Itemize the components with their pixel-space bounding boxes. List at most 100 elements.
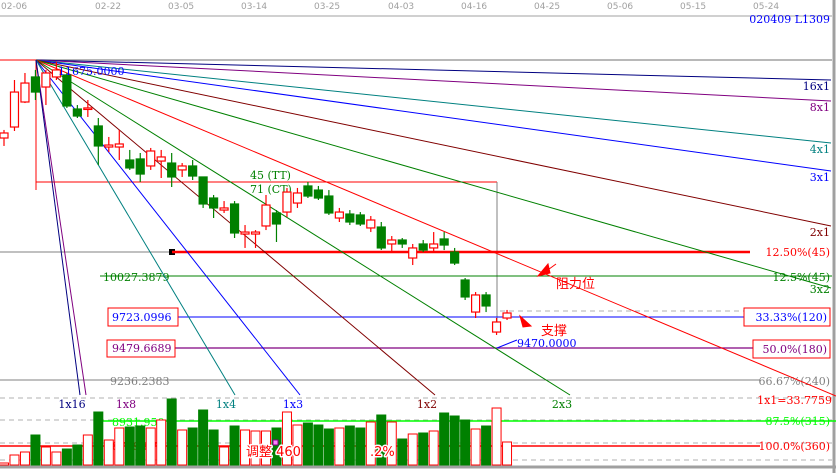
candle-body	[93, 125, 103, 147]
level-percent-label: 12.50%(45)	[765, 246, 830, 259]
fan-label: 1x1=33.7759	[757, 394, 832, 407]
fan-label: 1x8	[116, 398, 136, 411]
fan-line-2x1	[35, 59, 832, 227]
volume-bar	[156, 419, 167, 466]
volume-bar	[376, 414, 387, 466]
volume-bar	[491, 407, 502, 466]
volume-bar	[198, 409, 209, 466]
tt-label: 45 (TT)	[250, 169, 291, 182]
volume-bar	[19, 451, 30, 466]
fan-label: 3x2	[810, 283, 830, 296]
candle-body	[219, 207, 229, 211]
fan-label: 1x2	[417, 398, 437, 411]
adjust-pct-label: .2%	[370, 445, 395, 460]
candle-body	[366, 219, 376, 229]
high-label: 11675.0000	[58, 65, 124, 78]
volume-bar	[250, 430, 261, 466]
candle-body	[502, 312, 512, 319]
date-tick: 03-05	[168, 2, 194, 12]
fan-label: 8x1	[810, 101, 830, 114]
level-price-label: 9236.2383	[110, 375, 170, 388]
candle-body	[334, 211, 344, 219]
date-tick: 05-24	[753, 2, 779, 12]
support-label: 支撑	[541, 324, 567, 339]
fan-line-3x1	[35, 59, 832, 172]
date-tick: 02-22	[95, 2, 121, 12]
fan-line-1x4	[35, 59, 236, 396]
resistance-arrow-icon	[536, 262, 557, 277]
volume-bar	[439, 412, 450, 466]
fan-label: 1x16	[58, 398, 85, 411]
candle-body	[450, 251, 460, 264]
candle-body	[114, 143, 124, 148]
candle-body	[125, 159, 135, 169]
level-percent-label: 33.33%(120)	[755, 311, 827, 324]
candle-body	[0, 132, 9, 139]
fan-label: 1x3	[283, 398, 303, 411]
candle-body	[104, 144, 114, 148]
volume-bar	[261, 430, 271, 466]
volume-bar	[344, 425, 355, 466]
volume-bar	[145, 427, 156, 466]
candle-body	[271, 212, 282, 225]
volume-bar	[355, 427, 366, 466]
candle-body	[177, 165, 187, 171]
candle-body	[313, 189, 323, 199]
candle-body	[72, 108, 82, 117]
volume-bar	[9, 454, 20, 466]
candle-body	[261, 204, 271, 227]
date-tick: 04-25	[534, 2, 560, 12]
resistance-label: 阻力位	[556, 277, 595, 292]
candle-body	[292, 192, 303, 204]
candle-body	[282, 191, 292, 213]
candle-body	[418, 243, 428, 251]
volume-bar	[334, 427, 345, 466]
date-tick: 05-06	[607, 2, 633, 12]
level-box	[106, 339, 176, 358]
volume-bar	[397, 438, 408, 466]
candle-body	[240, 231, 250, 235]
volume-bar	[30, 434, 41, 466]
level-percent-label: 87.5%(315)	[765, 415, 830, 428]
candle-body	[9, 91, 20, 128]
fan-line-1x16	[35, 59, 81, 396]
fan-line-1x1	[35, 59, 836, 397]
candle-body	[471, 294, 481, 313]
level-price-label: 10027.3879	[103, 271, 169, 284]
candle-body	[198, 176, 208, 205]
low-label: 9470.0000	[517, 337, 577, 350]
adjust-label: 调整 460	[246, 445, 301, 460]
volume-bar	[271, 427, 282, 466]
level-box	[107, 307, 179, 327]
volume-bar	[470, 428, 481, 466]
candle-body	[355, 214, 365, 225]
volume-bar	[281, 411, 292, 466]
candle-body	[156, 156, 166, 162]
level-percent-label: 66.67%(240)	[758, 375, 830, 388]
fan-label: 1x4	[216, 398, 236, 411]
candle-body	[146, 150, 156, 167]
fan-label: 2x1	[810, 226, 830, 239]
fan-line-16x1	[35, 59, 832, 81]
date-tick: 02-06	[1, 2, 27, 12]
fan-label: 4x1	[810, 143, 830, 156]
volume-bar	[93, 411, 104, 466]
fan-label: 2x3	[552, 398, 572, 411]
candle-body	[460, 279, 470, 298]
volume-bar	[481, 425, 492, 466]
volume-bar	[61, 448, 72, 466]
code-label: 020409 L1309	[749, 13, 830, 26]
volume-bar	[449, 415, 460, 466]
pink-marker	[272, 439, 279, 446]
candle-body	[167, 162, 177, 178]
volume-bar	[219, 446, 230, 466]
volume-bar	[135, 425, 146, 466]
support-arrow-icon	[519, 314, 533, 328]
volume-bar	[208, 429, 219, 466]
volume-bar	[323, 428, 334, 466]
candle-body	[83, 107, 93, 111]
volume-bar	[187, 427, 198, 466]
volume-bar	[313, 424, 324, 466]
level-price-label: 9479.6689	[112, 342, 172, 355]
